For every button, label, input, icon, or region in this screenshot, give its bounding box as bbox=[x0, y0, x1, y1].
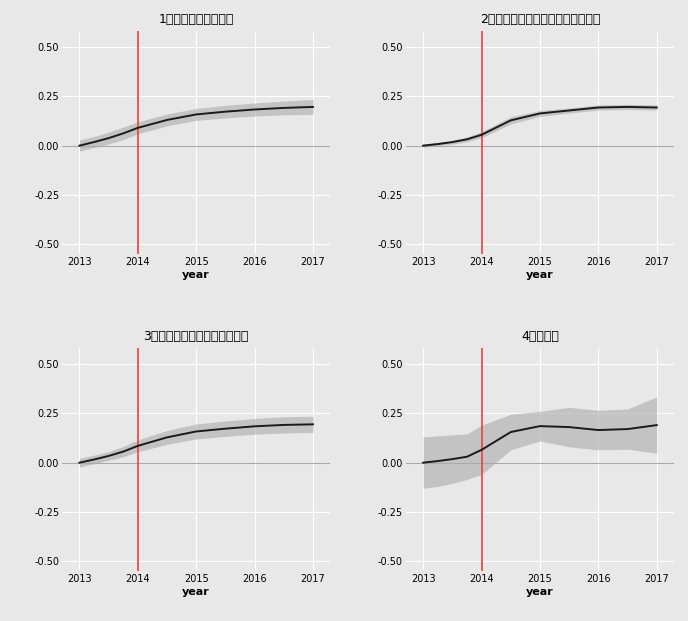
X-axis label: year: year bbox=[526, 270, 554, 280]
Title: 3．求人充足率が低い都道府県: 3．求人充足率が低い都道府県 bbox=[144, 330, 249, 343]
Title: 4．製造業: 4．製造業 bbox=[521, 330, 559, 343]
X-axis label: year: year bbox=[182, 587, 210, 597]
Title: 2．法定雇用率を達成していた企業: 2．法定雇用率を達成していた企業 bbox=[480, 12, 600, 25]
Title: 1．すべてのサンプル: 1．すべてのサンプル bbox=[158, 12, 234, 25]
X-axis label: year: year bbox=[182, 270, 210, 280]
X-axis label: year: year bbox=[526, 587, 554, 597]
